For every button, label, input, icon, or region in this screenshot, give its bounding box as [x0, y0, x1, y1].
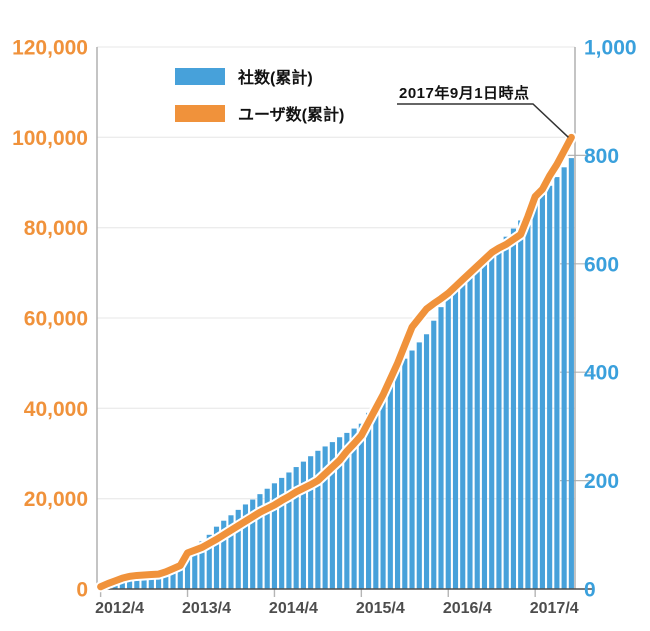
left-axis-labels: 120,000 100,000 80,000 60,000 40,000 20,000 0 [12, 37, 88, 602]
bar [163, 568, 169, 589]
bar [518, 220, 524, 589]
left-axis-tick-label: 20,000 [24, 488, 88, 511]
legend-label-companies: 社数(累計) [238, 70, 313, 87]
bar [561, 167, 567, 589]
left-axis-tick-label: 80,000 [24, 217, 88, 240]
bar [510, 228, 517, 589]
bar [409, 350, 415, 589]
bar [192, 547, 198, 589]
bar [155, 571, 162, 589]
x-axis-tick-label: 2016/4 [443, 600, 492, 617]
left-axis-tick-label: 120,000 [12, 37, 88, 60]
bar [308, 456, 314, 589]
bar [170, 565, 176, 589]
bar [568, 158, 574, 590]
bar [322, 446, 328, 589]
bar [257, 494, 263, 589]
x-axis-tick-label: 2015/4 [356, 600, 405, 617]
bar [532, 204, 538, 589]
user-line [95, 131, 577, 593]
bar [221, 520, 227, 589]
legend-label-users: ユーザ数(累計) [238, 107, 345, 124]
bar [213, 526, 220, 589]
bar [460, 277, 466, 589]
right-axis-tick-label: 600 [584, 253, 619, 276]
left-axis-tick-label: 0 [76, 579, 88, 602]
bar [496, 244, 502, 589]
bar [489, 252, 495, 589]
left-axis-tick-label: 100,000 [12, 127, 88, 150]
bar [416, 342, 422, 589]
right-axis-tick-label: 200 [584, 470, 619, 493]
company-bars [98, 158, 574, 590]
bar [474, 263, 480, 589]
bar [358, 423, 364, 589]
legend: 社数(累計) ユーザ数(累計) [175, 64, 344, 125]
bar [199, 541, 205, 589]
bar [206, 534, 212, 589]
bar [293, 467, 299, 589]
annotation-label: 2017年9月1日時点 [399, 85, 530, 102]
right-axis-labels: 1,000 800 600 400 200 0 [584, 37, 637, 602]
bar [547, 185, 553, 589]
annotation-leader-line [397, 103, 569, 138]
bar [127, 578, 133, 589]
bar [438, 307, 444, 589]
bar [445, 293, 451, 589]
x-axis-tick-label: 2014/4 [269, 600, 318, 617]
bar [387, 378, 393, 589]
x-axis-tick-label: 2012/4 [95, 600, 144, 617]
bar [351, 428, 357, 589]
bar [539, 194, 545, 589]
bar [315, 450, 321, 589]
bar [177, 560, 183, 589]
bar [380, 391, 386, 589]
right-axis-tick-label: 400 [584, 362, 619, 385]
bar [184, 553, 191, 589]
right-axis-tick-label: 800 [584, 145, 619, 168]
bar [503, 236, 509, 589]
bar [271, 483, 278, 589]
legend-item-companies: 社数(累計) [175, 64, 344, 88]
bar [525, 212, 531, 589]
bar [394, 366, 401, 589]
bar [344, 432, 350, 589]
bar [337, 437, 343, 589]
bar [286, 472, 292, 589]
left-axis-tick-label: 40,000 [24, 398, 88, 421]
legend-swatch-users-line [175, 104, 225, 122]
legend-item-users: ユーザ数(累計) [175, 101, 344, 125]
bar [366, 412, 372, 589]
bar [134, 576, 140, 589]
bar [300, 461, 306, 589]
gridlines [97, 46, 575, 500]
legend-swatch-companies-bar [175, 67, 225, 85]
bar [228, 515, 234, 589]
left-axis-tick-label: 60,000 [24, 308, 88, 331]
bar [423, 334, 430, 589]
right-axis-tick-label: 0 [584, 579, 596, 602]
bar [250, 499, 256, 589]
right-axis-tick-label: 1,000 [584, 37, 637, 60]
bar [481, 258, 488, 589]
bar [148, 573, 154, 589]
bar [264, 488, 270, 589]
x-axis-labels: 2012/4 2013/4 2014/4 2015/4 2016/4 2017/4 [95, 600, 579, 617]
x-axis-tick-label: 2013/4 [182, 600, 231, 617]
x-axis-tick-label: 2017/4 [530, 600, 579, 617]
bar [279, 477, 285, 589]
bar [235, 509, 241, 589]
bar [329, 442, 335, 589]
bar [452, 285, 459, 589]
bar [431, 320, 437, 589]
bar [554, 177, 560, 589]
bar [119, 580, 125, 589]
bar [467, 269, 473, 589]
bar [242, 504, 249, 589]
bar [373, 402, 379, 589]
bar [402, 358, 408, 589]
bar [141, 574, 147, 589]
